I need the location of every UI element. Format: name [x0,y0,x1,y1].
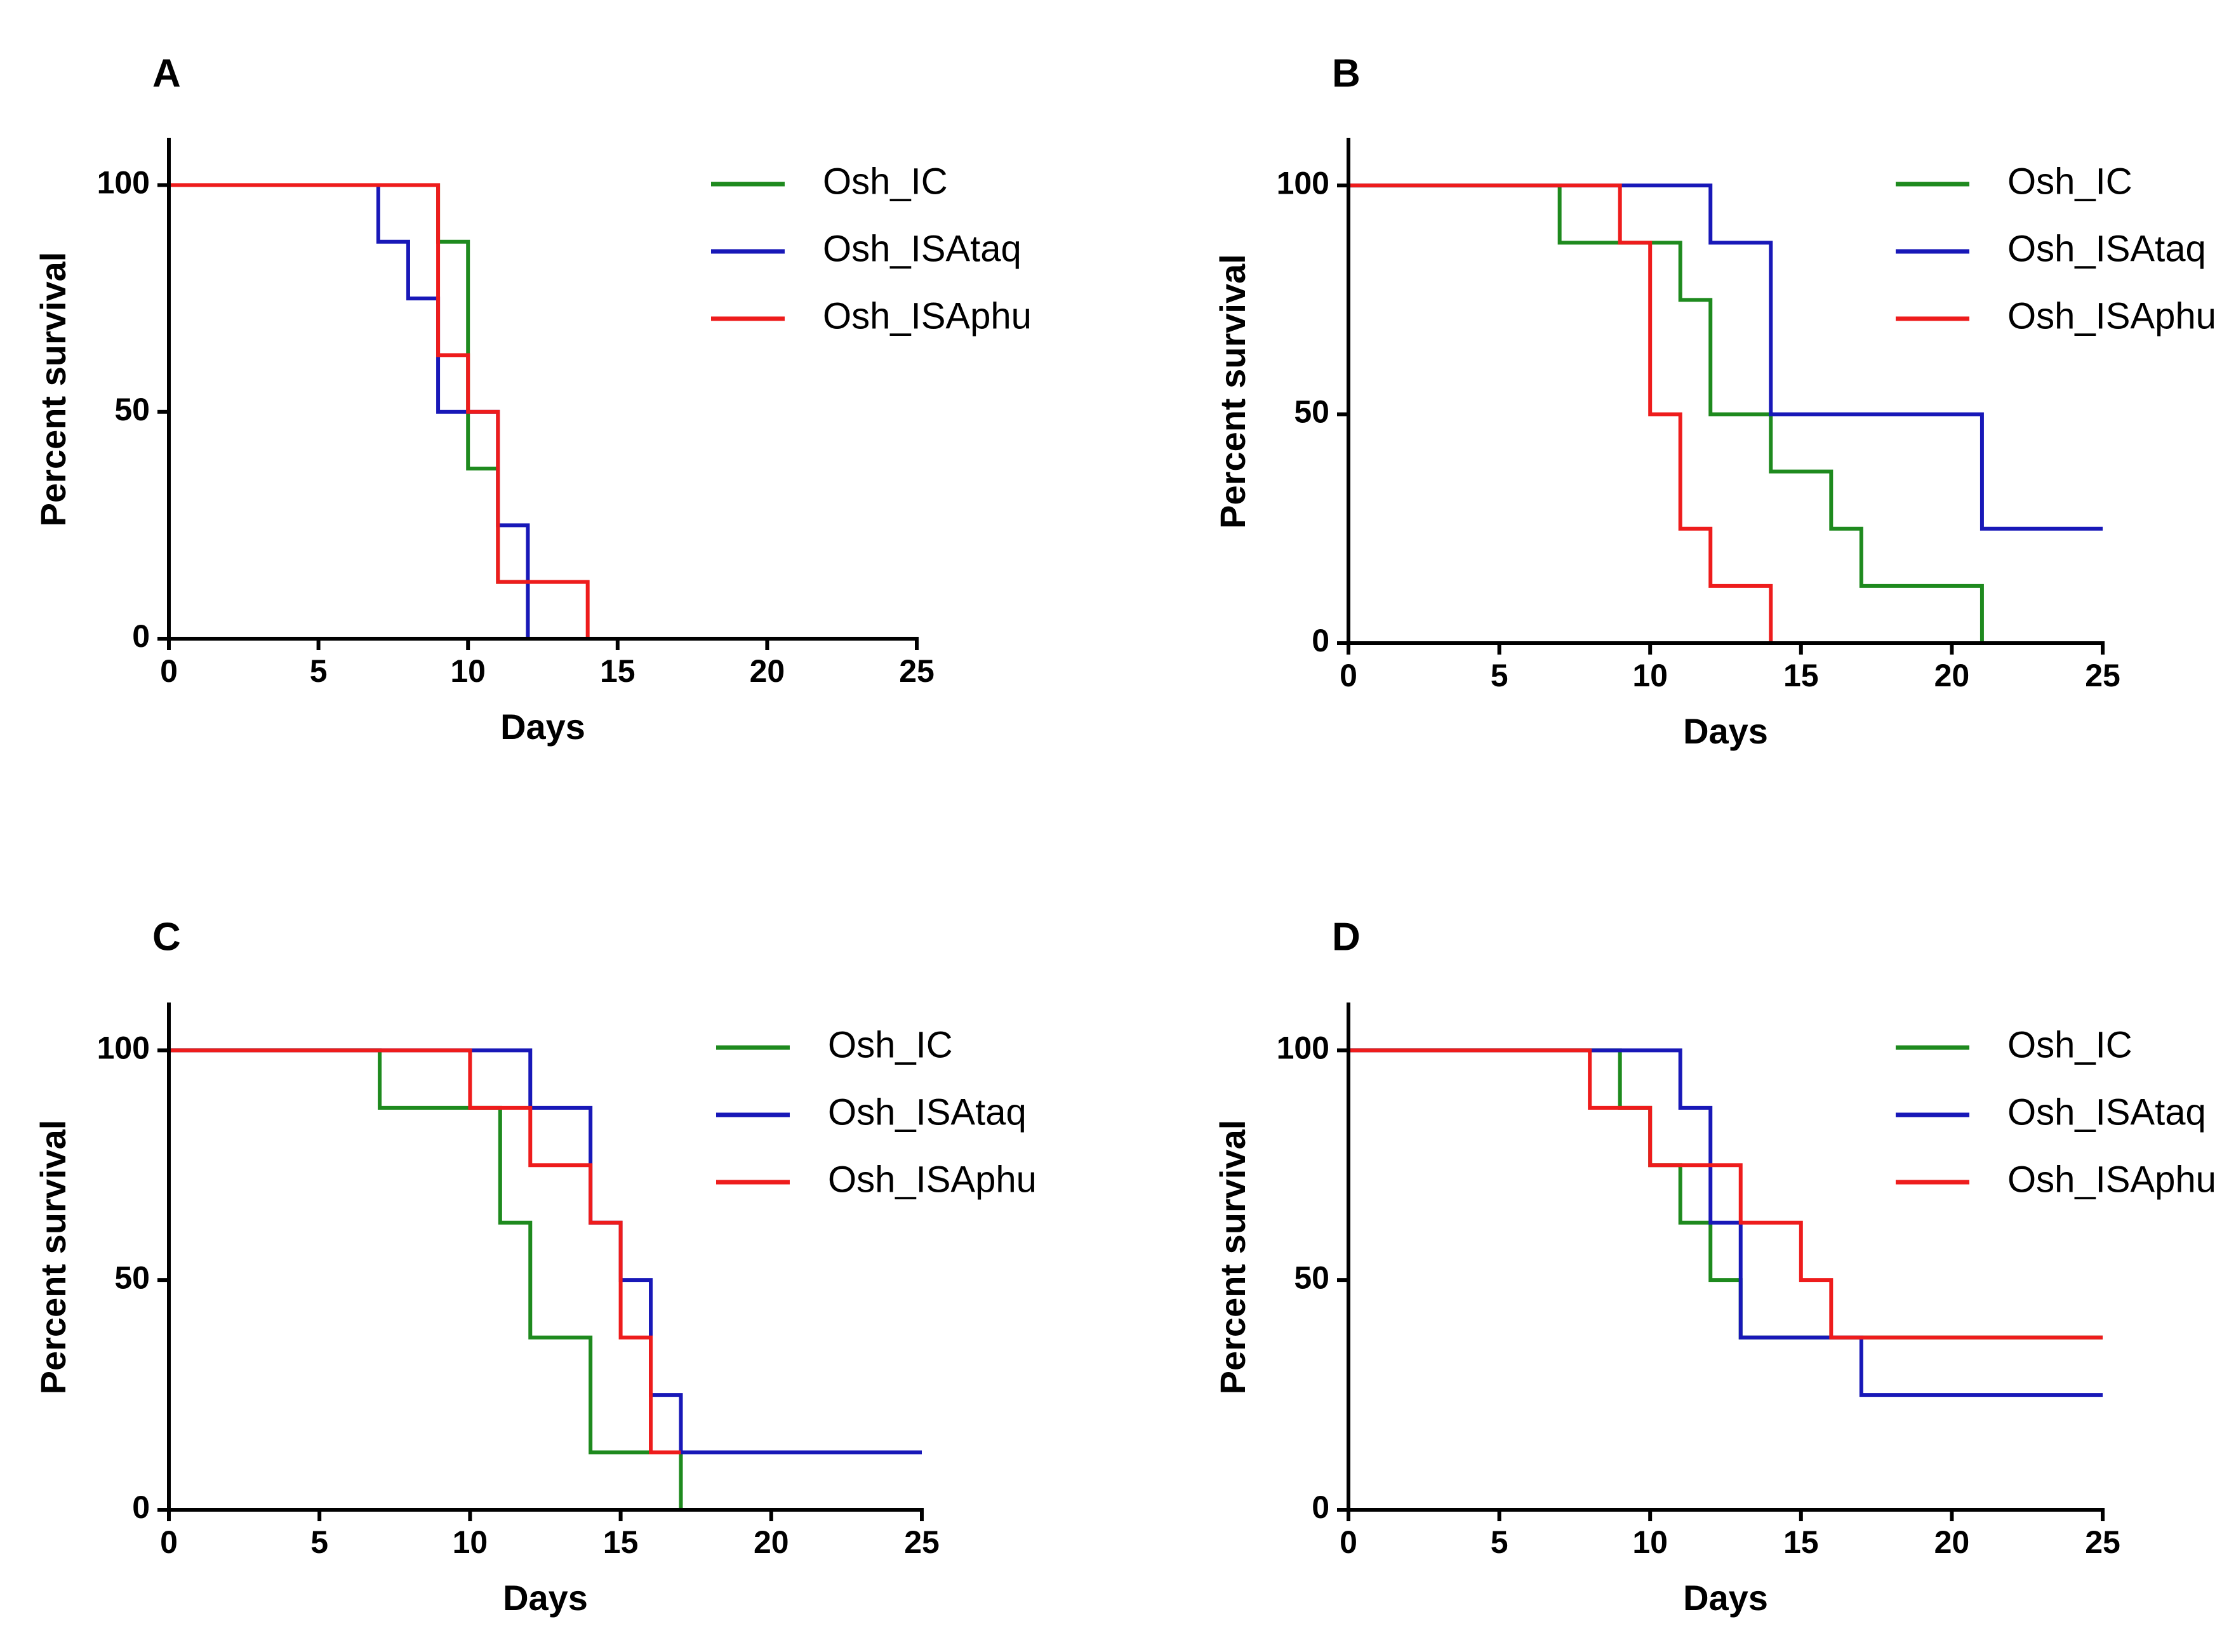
x-tick-label: 15 [1783,658,1819,693]
x-tick-label: 10 [450,653,486,689]
x-tick-label: 5 [1491,1524,1508,1560]
y-tick-label: 0 [1312,623,1329,658]
legend-label: Osh_ISAtaq [2007,1091,2206,1133]
x-tick-label: 5 [310,653,328,689]
legend-label: Osh_IC [823,161,948,202]
series-line-osh-isaphu [169,183,590,639]
x-tick-label: 25 [899,653,935,689]
x-tick-label: 10 [453,1524,488,1560]
x-tick-label: 20 [750,653,785,689]
x-tick-label: 5 [1491,658,1508,693]
x-tick-label: 25 [2085,1524,2120,1560]
y-tick-label: 50 [114,1260,150,1295]
x-axis-title: Days [500,707,585,747]
y-tick-label: 100 [97,165,150,201]
series-line-osh-isataq [1348,183,2103,531]
x-tick-label: 15 [603,1524,639,1560]
x-tick-label: 10 [1632,1524,1668,1560]
legend-label: Osh_ISAtaq [2007,228,2206,269]
x-tick-label: 20 [1934,1524,1970,1560]
panel-a: A 0 5 10 15 20 25 0 50 100 Days Percent survival Osh… [33,51,1032,747]
legend-label: Osh_ISAtaq [828,1091,1027,1133]
y-tick-label: 0 [1312,1489,1329,1525]
series-line-osh-ic [1348,1048,2103,1340]
x-tick-label: 20 [1934,658,1970,693]
legend-label: Osh_IC [2007,161,2133,202]
y-axis-title: Percent survival [1213,254,1253,529]
x-tick-label: 10 [1632,658,1668,693]
panel-c: C 0 5 10 15 20 25 0 50 100 Days Percent survival Osh… [33,915,1037,1618]
legend: Osh_IC Osh_ISAtaq Osh_ISAphu [1896,161,2216,336]
series-line-osh-ic [169,1048,683,1510]
series-line-osh-isaphu [169,1048,681,1455]
x-axis-title: Days [1683,1578,1768,1618]
panel-label: A [152,51,181,95]
series-line-osh-isataq [169,1048,922,1455]
series-line-osh-isataq [1348,1048,2103,1397]
y-tick-label: 100 [1277,165,1329,201]
y-tick-label: 50 [1294,394,1329,430]
x-tick-label: 5 [310,1524,328,1560]
y-tick-label: 100 [97,1030,150,1066]
y-axis-title: Percent survival [1213,1120,1253,1395]
x-tick-label: 20 [754,1524,789,1560]
y-axis-title: Percent survival [33,252,73,527]
panel-label: B [1332,51,1361,95]
x-tick-label: 0 [1340,658,1357,693]
legend: Osh_IC Osh_ISAtaq Osh_ISAphu [711,161,1032,336]
legend-label: Osh_ISAphu [2007,295,2216,336]
y-tick-label: 0 [132,618,150,654]
panel-label: D [1332,915,1361,959]
x-axis-title: Days [503,1578,588,1618]
x-tick-label: 25 [2085,658,2120,693]
y-tick-label: 50 [1294,1260,1329,1295]
series-line-osh-isaphu [1348,1048,2103,1340]
x-tick-label: 0 [1340,1524,1357,1560]
x-tick-label: 0 [160,1524,178,1560]
y-axis-title: Percent survival [33,1120,73,1395]
x-tick-label: 15 [600,653,636,689]
series-line-osh-isaphu [1348,183,1773,643]
legend-label: Osh_ISAphu [823,295,1032,336]
x-axis-title: Days [1683,711,1768,751]
legend: Osh_IC Osh_ISAtaq Osh_ISAphu [716,1024,1037,1200]
x-tick-label: 25 [904,1524,940,1560]
legend-label: Osh_ISAphu [2007,1159,2216,1200]
y-tick-label: 100 [1277,1030,1329,1066]
legend-label: Osh_ISAphu [828,1159,1037,1200]
x-tick-label: 0 [160,653,178,689]
legend-label: Osh_IC [828,1024,953,1065]
panel-d: D 0 5 10 15 20 25 0 50 100 Days Percent survival Osh… [1213,915,2216,1618]
y-tick-label: 50 [114,392,150,427]
x-tick-label: 15 [1783,1524,1819,1560]
legend: Osh_IC Osh_ISAtaq Osh_ISAphu [1896,1024,2216,1200]
panel-label: C [152,915,181,959]
legend-label: Osh_IC [2007,1024,2133,1065]
panel-b: B 0 5 10 15 20 25 0 50 100 Days Percent survival Osh… [1213,51,2216,751]
legend-label: Osh_ISAtaq [823,228,1022,269]
y-tick-label: 0 [132,1489,150,1525]
